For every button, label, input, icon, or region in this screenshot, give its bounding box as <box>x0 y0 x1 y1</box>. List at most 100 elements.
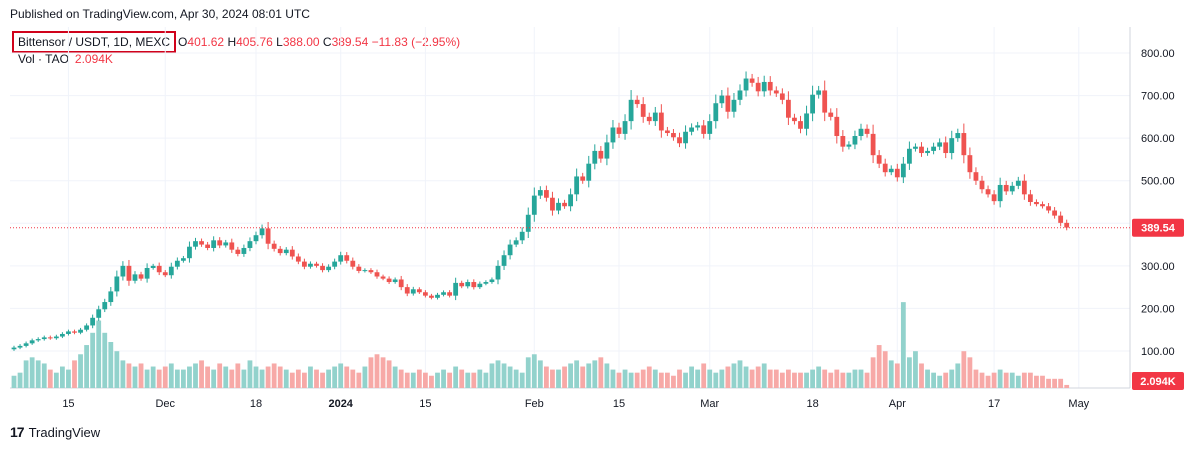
volume-bar <box>949 369 955 388</box>
candle-body <box>973 172 979 181</box>
candle-body <box>259 228 265 236</box>
x-tick-label: 15 <box>613 398 625 410</box>
candle-body <box>979 180 985 190</box>
volume-bar <box>459 369 465 388</box>
candle-body <box>949 138 955 154</box>
volume-bar <box>610 369 616 388</box>
candle-body <box>410 289 416 294</box>
volume-bar <box>846 372 852 388</box>
volume-bar <box>876 345 882 388</box>
candle-body <box>870 133 876 156</box>
candle-body <box>35 339 41 341</box>
volume-bar <box>1003 372 1009 388</box>
y-tick-label: 200.00 <box>1141 303 1175 315</box>
candle-body <box>810 94 815 114</box>
volume-bar <box>289 372 295 388</box>
candle-body <box>78 329 83 333</box>
volume-bar <box>634 372 640 388</box>
x-tick-label: 15 <box>62 398 74 410</box>
candle-body <box>677 137 682 144</box>
volume-bar <box>423 372 428 388</box>
candle-body <box>156 265 162 273</box>
volume-bar <box>174 369 180 388</box>
volume-bar <box>398 369 404 388</box>
volume-bar <box>35 360 41 388</box>
volume-bar <box>1034 375 1039 388</box>
candle-body <box>737 90 743 100</box>
volume-bar <box>943 372 949 388</box>
volume-bar <box>840 372 846 388</box>
candle-body <box>90 317 96 326</box>
volume-bar <box>725 366 731 388</box>
candle-body <box>1034 202 1039 205</box>
volume-bar <box>29 357 35 388</box>
volume-bar <box>78 354 83 388</box>
volume-bar <box>84 345 89 388</box>
volume-bar <box>308 366 313 388</box>
candle-body <box>525 214 531 232</box>
candle-body <box>168 266 174 276</box>
candle-body <box>822 90 828 113</box>
volume-bar <box>429 375 434 388</box>
candle-body <box>501 255 507 266</box>
volume-bar <box>162 366 168 388</box>
open-label: O <box>178 35 188 49</box>
volume-bar <box>501 363 507 388</box>
candle-body <box>1058 215 1064 223</box>
volume-bar <box>761 363 767 388</box>
candle-body <box>858 128 864 137</box>
volume-bar <box>132 366 138 388</box>
volume-bar <box>713 372 719 388</box>
candle-body <box>235 249 241 254</box>
volume-bar <box>834 369 840 388</box>
candle-body <box>386 278 392 283</box>
candle-body <box>519 231 525 241</box>
candle-body <box>193 241 198 247</box>
candle-body <box>332 261 338 267</box>
candle-body <box>779 93 785 100</box>
candle-body <box>991 194 997 202</box>
volume-bar <box>586 363 592 388</box>
x-tick-label: Apr <box>889 398 906 410</box>
volume-bar <box>888 360 894 388</box>
candle-body <box>11 347 17 350</box>
candle-body <box>84 325 89 330</box>
candle-body <box>223 242 229 246</box>
volume-bar <box>979 372 985 388</box>
candle-body <box>356 266 362 271</box>
candle-body <box>150 265 156 268</box>
volume-bar <box>767 369 773 388</box>
candle-body <box>616 127 622 134</box>
volume-bar <box>193 363 198 388</box>
high-value: 405.76 <box>236 35 273 49</box>
candle-body <box>53 336 59 339</box>
volume-bar <box>858 369 864 388</box>
candle-body <box>580 176 586 181</box>
tradingview-footer[interactable]: 17 TradingView <box>10 424 100 440</box>
volume-bar <box>804 372 809 388</box>
candle-body <box>398 279 404 288</box>
candle-body <box>241 247 247 254</box>
volume-bar <box>749 369 755 388</box>
y-tick-label: 500.00 <box>1141 176 1175 188</box>
candle-body <box>695 125 701 128</box>
candle-body <box>1064 222 1070 228</box>
candle-body <box>598 150 604 159</box>
candle-body <box>217 240 223 246</box>
volume-bar <box>211 369 217 388</box>
candle-body <box>392 279 398 283</box>
volume-bar <box>931 372 936 388</box>
candle-body <box>41 337 47 340</box>
price-chart[interactable]: 800.00700.00600.00500.00400.00300.00200.… <box>0 0 1200 420</box>
symbol-title[interactable]: Bittensor / USDT, 1D, MEXC <box>12 31 177 53</box>
candle-body <box>435 294 440 298</box>
volume-bar <box>314 369 319 388</box>
volume-bar <box>707 369 713 388</box>
volume-bar <box>556 369 561 388</box>
volume-bar <box>241 369 247 388</box>
candle-body <box>471 282 477 288</box>
volume-bar <box>798 372 803 388</box>
volume-bar <box>665 372 670 388</box>
candle-body <box>1052 210 1057 216</box>
high-label: H <box>227 35 237 49</box>
